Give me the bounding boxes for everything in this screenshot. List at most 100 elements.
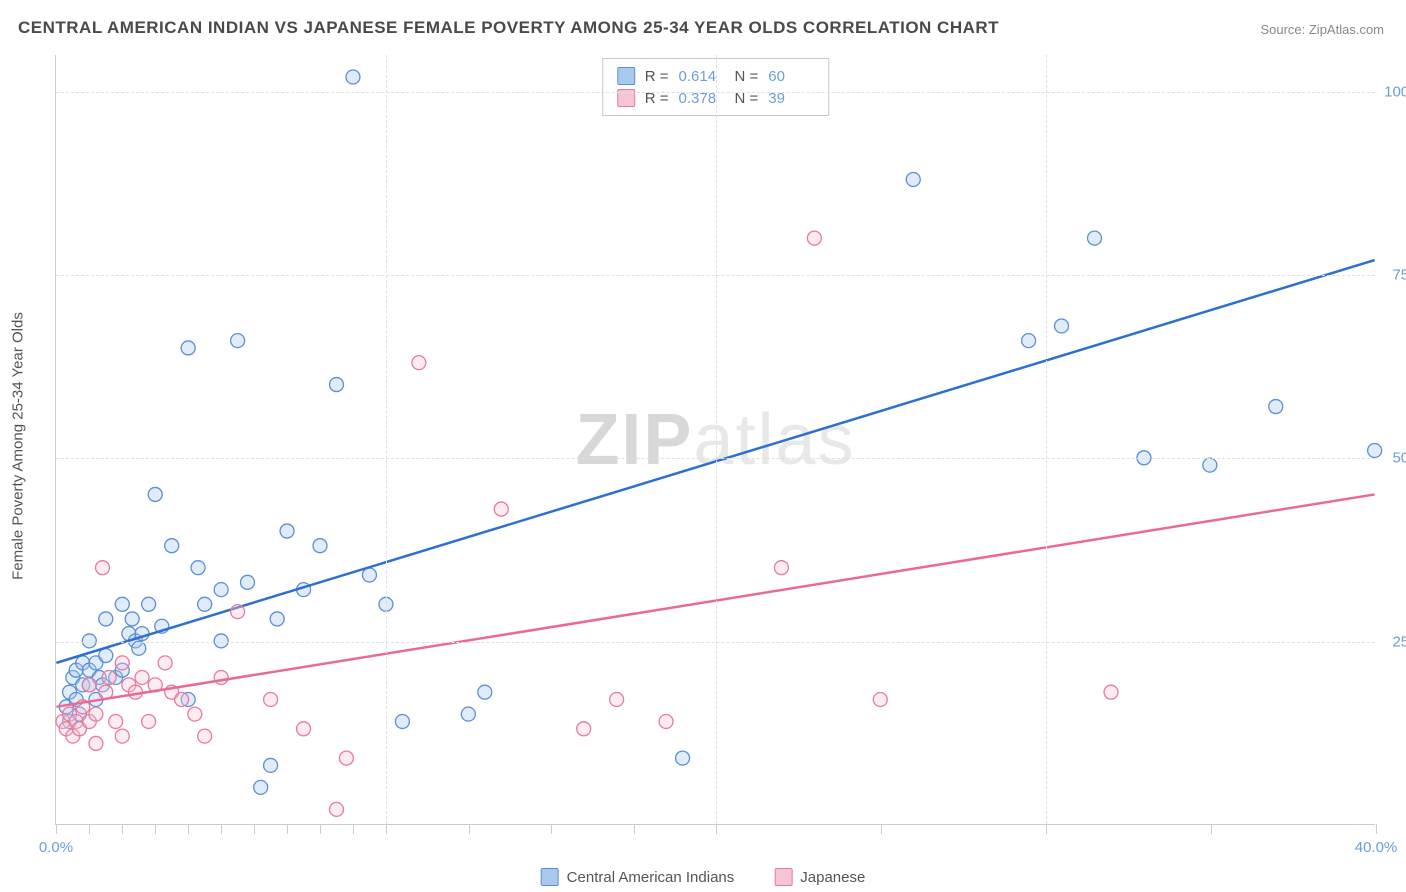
- legend-swatch-series-b: [774, 868, 792, 886]
- gridline-vertical: [386, 55, 387, 824]
- y-tick-label: 75.0%: [1392, 267, 1406, 284]
- data-point: [96, 561, 110, 575]
- data-point: [231, 334, 245, 348]
- plot-area: ZIPatlas R = 0.614 N = 60 R = 0.378 N = …: [55, 55, 1375, 825]
- x-tick: [254, 824, 255, 834]
- x-tick: [716, 824, 717, 834]
- legend-label-series-a: Central American Indians: [567, 869, 735, 886]
- data-point: [102, 671, 116, 685]
- data-point: [873, 693, 887, 707]
- data-point: [158, 656, 172, 670]
- n-value-series-a: 60: [768, 68, 814, 85]
- data-point: [1368, 443, 1382, 457]
- data-point: [264, 758, 278, 772]
- data-point: [231, 605, 245, 619]
- x-tick: [1376, 824, 1377, 834]
- data-point: [254, 780, 268, 794]
- data-point: [241, 575, 255, 589]
- y-tick-label: 50.0%: [1392, 450, 1406, 467]
- chart-title: CENTRAL AMERICAN INDIAN VS JAPANESE FEMA…: [18, 18, 999, 38]
- x-tick: [634, 824, 635, 834]
- data-point: [115, 656, 129, 670]
- data-point: [395, 714, 409, 728]
- data-point: [774, 561, 788, 575]
- data-point: [188, 707, 202, 721]
- data-point: [175, 693, 189, 707]
- data-point: [412, 356, 426, 370]
- x-tick: [56, 824, 57, 834]
- data-point: [115, 597, 129, 611]
- data-point: [99, 649, 113, 663]
- data-point: [346, 70, 360, 84]
- data-point: [125, 612, 139, 626]
- gridline-vertical: [716, 55, 717, 824]
- data-point: [330, 802, 344, 816]
- data-point: [109, 714, 123, 728]
- series-legend: Central American Indians Japanese: [541, 868, 866, 886]
- source-attribution: Source: ZipAtlas.com: [1260, 22, 1384, 37]
- data-point: [1269, 400, 1283, 414]
- x-tick: [122, 824, 123, 834]
- x-tick: [386, 824, 387, 834]
- data-point: [198, 597, 212, 611]
- data-point: [191, 561, 205, 575]
- data-point: [214, 671, 228, 685]
- data-point: [610, 693, 624, 707]
- data-point: [165, 539, 179, 553]
- data-point: [494, 502, 508, 516]
- x-tick: [221, 824, 222, 834]
- x-tick: [881, 824, 882, 834]
- data-point: [330, 378, 344, 392]
- data-point: [461, 707, 475, 721]
- data-point: [906, 173, 920, 187]
- data-point: [297, 722, 311, 736]
- data-point: [1088, 231, 1102, 245]
- data-point: [676, 751, 690, 765]
- data-point: [214, 583, 228, 597]
- gridline-vertical: [1046, 55, 1047, 824]
- x-tick: [469, 824, 470, 834]
- data-point: [478, 685, 492, 699]
- x-tick: [353, 824, 354, 834]
- data-point: [1104, 685, 1118, 699]
- x-tick: [89, 824, 90, 834]
- data-point: [362, 568, 376, 582]
- x-tick: [1211, 824, 1212, 834]
- legend-item: Japanese: [774, 868, 865, 886]
- data-point: [181, 341, 195, 355]
- n-label: N =: [735, 68, 759, 85]
- data-point: [132, 641, 146, 655]
- x-tick: [551, 824, 552, 834]
- data-point: [142, 597, 156, 611]
- data-point: [89, 736, 103, 750]
- x-tick: [188, 824, 189, 834]
- data-point: [1022, 334, 1036, 348]
- data-point: [99, 612, 113, 626]
- data-point: [1055, 319, 1069, 333]
- data-point: [807, 231, 821, 245]
- data-point: [82, 678, 96, 692]
- legend-item: Central American Indians: [541, 868, 735, 886]
- data-point: [313, 539, 327, 553]
- r-label: R =: [645, 68, 669, 85]
- x-tick-label: 0.0%: [39, 839, 73, 856]
- data-point: [577, 722, 591, 736]
- y-tick-label: 25.0%: [1392, 633, 1406, 650]
- data-point: [1203, 458, 1217, 472]
- data-point: [339, 751, 353, 765]
- x-tick: [1046, 824, 1047, 834]
- data-point: [142, 714, 156, 728]
- y-tick-label: 100.0%: [1384, 83, 1406, 100]
- x-tick: [155, 824, 156, 834]
- data-point: [135, 671, 149, 685]
- y-axis-label: Female Poverty Among 25-34 Year Olds: [10, 312, 27, 580]
- data-point: [659, 714, 673, 728]
- legend-swatch-series-a: [617, 67, 635, 85]
- data-point: [89, 707, 103, 721]
- legend-swatch-series-a: [541, 868, 559, 886]
- data-point: [148, 487, 162, 501]
- x-tick: [320, 824, 321, 834]
- data-point: [264, 693, 278, 707]
- x-tick: [287, 824, 288, 834]
- r-value-series-a: 0.614: [679, 68, 725, 85]
